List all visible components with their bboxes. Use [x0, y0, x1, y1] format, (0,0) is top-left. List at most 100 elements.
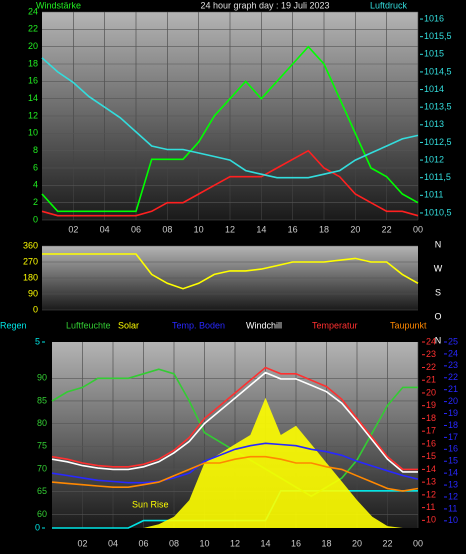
y-tick-label: 1011: [424, 190, 443, 200]
y-tick-label: 20: [426, 387, 436, 397]
x-tick-label: 02: [68, 224, 78, 234]
y-tick-label: 270: [23, 256, 38, 266]
y-tick-label: 90: [37, 373, 47, 383]
y-tick-label: 90: [28, 288, 38, 298]
y-tick-label: 23: [448, 360, 458, 370]
x-tick-label: 00: [413, 538, 423, 548]
y-tick-label: 11: [426, 502, 435, 512]
y-tick-label: 8: [33, 145, 38, 155]
x-tick-label: 20: [352, 538, 362, 548]
y-tick-label: 1015: [424, 49, 444, 59]
y-tick-label: 15: [448, 456, 458, 466]
x-tick-label: 04: [100, 224, 110, 234]
x-tick-label: 22: [382, 224, 392, 234]
y-tick-label: 18: [426, 413, 436, 423]
y-tick-label: 16: [426, 438, 436, 448]
annotation: Sun Rise: [132, 499, 169, 509]
y-tick-label: 24: [28, 6, 38, 16]
y-tick-label: 4: [33, 180, 38, 190]
y2-axis-label: Luftdruck: [370, 0, 408, 10]
y-tick-label: 16: [448, 444, 458, 454]
y-tick-label: 5: [35, 336, 40, 346]
x-tick-label: 12: [225, 224, 235, 234]
y-tick-label: 25: [448, 336, 458, 346]
series-line: [51, 442, 419, 484]
y-tick-label: 1012,5: [424, 137, 452, 147]
y-tick-label: 24: [426, 336, 436, 346]
y-tick-label: 85: [37, 395, 47, 405]
y-tick-label: 17: [426, 426, 436, 436]
legend-entry: Regen: [0, 320, 27, 330]
y-tick-label: 1013,5: [424, 102, 452, 112]
y-tick-label: 23: [426, 349, 436, 359]
series-line: [42, 253, 419, 290]
y-tick-label: 2: [33, 197, 38, 207]
y-tick-label: 0: [35, 522, 40, 532]
series-line: [51, 455, 419, 492]
y-tick-label: 6: [33, 162, 38, 172]
series-line: [51, 366, 418, 471]
x-tick-label: 10: [194, 224, 204, 234]
y-tick-label: 20: [448, 396, 458, 406]
x-tick-label: 08: [169, 538, 179, 548]
y-tick-label: 1012: [424, 154, 444, 164]
compass-label: O: [434, 311, 441, 321]
y-tick-label: 21: [426, 375, 436, 385]
y-tick-label: 13: [426, 477, 436, 487]
y-tick-label: 65: [37, 486, 47, 496]
x-tick-label: 14: [260, 538, 270, 548]
y-tick-label: 16: [28, 76, 38, 86]
y-tick-label: 12: [426, 489, 436, 499]
y-tick-label: 0: [33, 214, 38, 224]
x-tick-label: 06: [131, 224, 141, 234]
x-tick-label: 14: [256, 224, 266, 234]
y-tick-label: 10: [448, 515, 458, 525]
compass-label: N: [435, 335, 442, 345]
compass-label: N: [435, 239, 442, 249]
y-axis-label: Windstärke: [36, 0, 81, 10]
y-tick-label: 1015,5: [424, 31, 452, 41]
x-tick-label: 12: [230, 538, 240, 548]
y-tick-label: 12: [28, 110, 38, 120]
solar-area: [52, 397, 418, 528]
series-line: [51, 371, 418, 473]
y-tick-label: 13: [448, 479, 458, 489]
y-tick-label: 22: [28, 24, 38, 34]
y-tick-label: 22: [448, 372, 458, 382]
y-tick-label: 19: [448, 408, 458, 418]
x-tick-label: 18: [321, 538, 331, 548]
x-tick-label: 02: [77, 538, 87, 548]
chart-title: 24 hour graph day : 19 Juli 2023: [200, 0, 329, 10]
y-tick-label: 17: [448, 432, 458, 442]
x-tick-label: 16: [288, 224, 298, 234]
y-tick-label: 60: [37, 509, 47, 519]
y-tick-label: 12: [448, 491, 458, 501]
x-tick-label: 18: [319, 224, 329, 234]
x-tick-label: 20: [350, 224, 360, 234]
y-tick-label: 80: [37, 418, 47, 428]
legend-entry: Temperatur: [312, 320, 358, 330]
x-tick-label: 22: [382, 538, 392, 548]
y-tick-label: 1014,5: [424, 66, 452, 76]
x-tick-label: 08: [162, 224, 172, 234]
y-tick-label: 24: [448, 348, 458, 358]
x-tick-label: 16: [291, 538, 301, 548]
y-tick-label: 22: [426, 362, 436, 372]
y-tick-label: 11: [448, 503, 457, 513]
compass-label: S: [435, 287, 441, 297]
y-tick-label: 360: [23, 240, 38, 250]
y-tick-label: 21: [448, 384, 458, 394]
y-tick-label: 20: [28, 41, 38, 51]
compass-label: W: [434, 263, 443, 273]
legend-entry: Temp. Boden: [172, 320, 225, 330]
y-tick-label: 1011,5: [424, 172, 451, 182]
y-tick-label: 1014: [424, 84, 444, 94]
y-tick-label: 18: [28, 58, 38, 68]
y-tick-label: 18: [448, 420, 458, 430]
x-tick-label: 10: [199, 538, 209, 548]
y-tick-label: 14: [426, 464, 436, 474]
series-line: [41, 57, 419, 179]
x-tick-label: 06: [138, 538, 148, 548]
y-tick-label: 15: [426, 451, 436, 461]
